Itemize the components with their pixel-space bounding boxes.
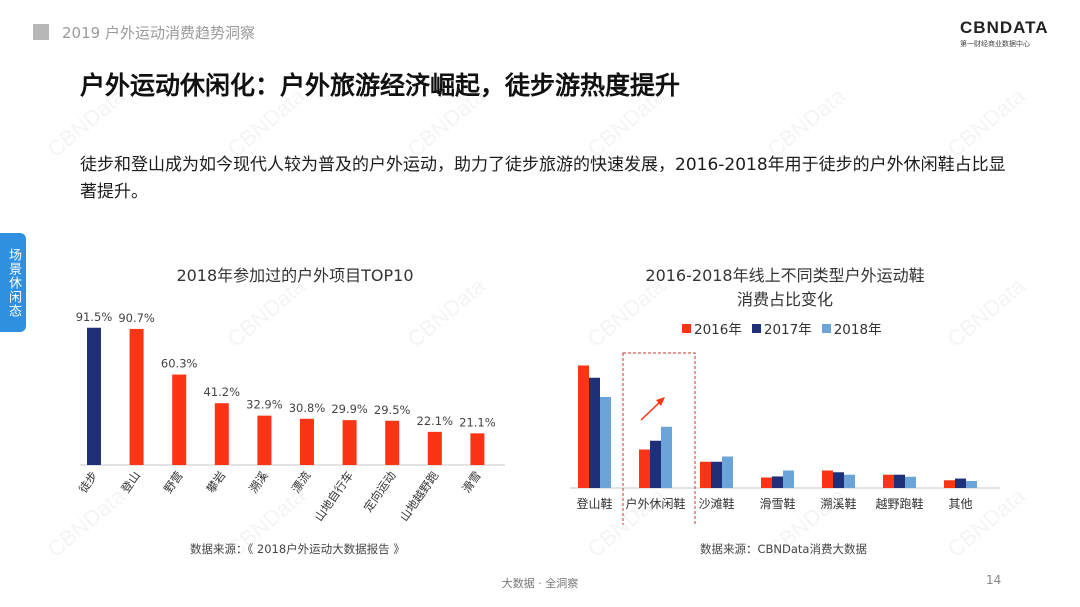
right-bar <box>578 365 589 488</box>
right-bar <box>783 470 794 488</box>
left-bar <box>172 374 187 465</box>
right-chart-title-line2: 消费占比变化 <box>736 290 833 309</box>
right-bar <box>661 426 672 488</box>
right-bar <box>722 456 733 488</box>
left-chart-title: 2018年参加过的户外项目TOP10 <box>176 266 414 285</box>
left-category-label: 漂流 <box>289 468 314 495</box>
left-bar-value-label: 30.8% <box>289 401 326 415</box>
right-bar <box>761 477 772 488</box>
right-bar <box>600 397 611 488</box>
right-category-label: 越野跑鞋 <box>875 496 923 511</box>
legend-label-2016: 2016年 <box>694 322 742 338</box>
legend-swatch-2017 <box>751 323 761 333</box>
left-bar-value-label: 90.7% <box>118 311 155 325</box>
right-bar <box>944 480 955 488</box>
left-bar <box>257 415 272 465</box>
watermark-text: CBNData <box>763 83 851 163</box>
legend-item-2017: 2017年 <box>751 318 812 338</box>
left-category-label: 定向运动 <box>361 469 399 515</box>
header-square-icon <box>33 24 49 40</box>
right-bar <box>894 474 905 488</box>
right-category-label: 滑雪鞋 <box>759 496 795 511</box>
left-bar <box>300 418 314 465</box>
right-bar <box>589 377 600 488</box>
right-bar <box>822 470 833 488</box>
left-category-label: 滑雪 <box>459 469 484 496</box>
left-bar <box>470 433 485 465</box>
logo-wordmark: CBNDATA <box>960 18 1049 37</box>
right-bar <box>966 481 977 488</box>
right-bar <box>700 461 711 488</box>
left-bar <box>87 327 101 465</box>
left-bar <box>342 420 357 465</box>
left-bar <box>129 328 144 465</box>
right-category-label: 登山鞋 <box>576 496 612 511</box>
left-category-label: 山地自行车 <box>312 469 356 524</box>
trend-arrow-head-icon <box>656 397 665 406</box>
right-category-label: 溯溪鞋 <box>820 496 856 511</box>
right-bar <box>711 461 722 488</box>
left-category-label: 登山 <box>118 469 143 496</box>
right-chart-legend: 2016年 2017年 2018年 <box>682 318 882 338</box>
right-chart-title-line1: 2016-2018年线上不同类型户外运动鞋 <box>645 266 925 285</box>
left-chart-source: 数据来源：《 2018户外运动大数据报告 》 <box>190 542 405 556</box>
left-category-label: 徒步 <box>76 469 101 496</box>
side-tab-scene[interactable]: 场景休闲态 <box>0 233 26 332</box>
legend-label-2017: 2017年 <box>763 322 812 338</box>
left-bar <box>214 403 229 465</box>
right-bar <box>905 476 916 488</box>
left-bar-value-label: 29.5% <box>374 403 411 417</box>
page-description: 徒步和登山成为如今现代人较为普及的户外运动，助力了徒步旅游的快速发展，2016-… <box>80 155 1006 202</box>
right-bar <box>639 449 650 488</box>
right-bar <box>883 474 894 488</box>
left-bar-value-label: 32.9% <box>246 398 283 412</box>
report-title: 2019 户外运动消费趋势洞察 <box>62 24 255 42</box>
left-category-label: 攀岩 <box>204 469 229 496</box>
legend-label-2018: 2018年 <box>833 322 882 338</box>
left-category-label: 溯溪 <box>246 468 271 495</box>
logo-subtitle: 第一财经商业数据中心 <box>960 40 1030 48</box>
left-bar-value-label: 60.3% <box>161 357 198 371</box>
right-category-label: 其他 <box>948 497 972 511</box>
right-chart-source: 数据来源：CBNData消费大数据 <box>700 542 867 556</box>
legend-item-2018: 2018年 <box>821 318 882 338</box>
right-bar <box>833 472 844 488</box>
footer-slogan: 大数据 · 全洞察 <box>501 577 579 590</box>
left-bar-value-label: 21.1% <box>459 415 496 429</box>
right-category-label: 户外休闲鞋 <box>625 496 685 511</box>
left-category-label: 山地越野跑 <box>397 468 442 524</box>
left-category-label: 野营 <box>161 469 186 496</box>
right-bar <box>844 474 855 488</box>
right-bar <box>955 478 966 488</box>
trend-arrow-icon <box>640 400 662 421</box>
page-number: 14 <box>986 573 1002 587</box>
left-bar-value-label: 29.9% <box>331 402 368 416</box>
right-bar <box>772 476 783 488</box>
page-title: 户外运动休闲化：户外旅游经济崛起，徒步游热度提升 <box>80 71 681 100</box>
legend-item-2016: 2016年 <box>682 318 742 338</box>
right-bar <box>650 440 661 488</box>
right-category-label: 沙滩鞋 <box>698 496 734 511</box>
highlight-dashed-box <box>622 352 696 525</box>
right-grouped-bar-chart: 登山鞋 户外休闲鞋 沙滩鞋 滑雪鞋 溯溪鞋 越野跑鞋 其他 <box>570 352 1000 525</box>
watermark-text: CBNData <box>943 83 1031 163</box>
legend-swatch-2016 <box>682 323 691 333</box>
left-bar-value-label: 22.1% <box>417 414 454 428</box>
left-bar-chart: 91.5% 徒步 90.7% 登山 60.3% 野营 41.2% 攀岩 32.9% 溯溪 30.8%… <box>76 310 505 524</box>
left-bar-value-label: 91.5% <box>76 310 113 324</box>
cbndata-logo: CBNDATA 第一财经商业数据中心 <box>960 18 1050 49</box>
left-bar <box>427 431 442 465</box>
left-bar <box>385 420 400 465</box>
legend-swatch-2018 <box>821 323 831 333</box>
left-bar-value-label: 41.2% <box>204 385 241 399</box>
